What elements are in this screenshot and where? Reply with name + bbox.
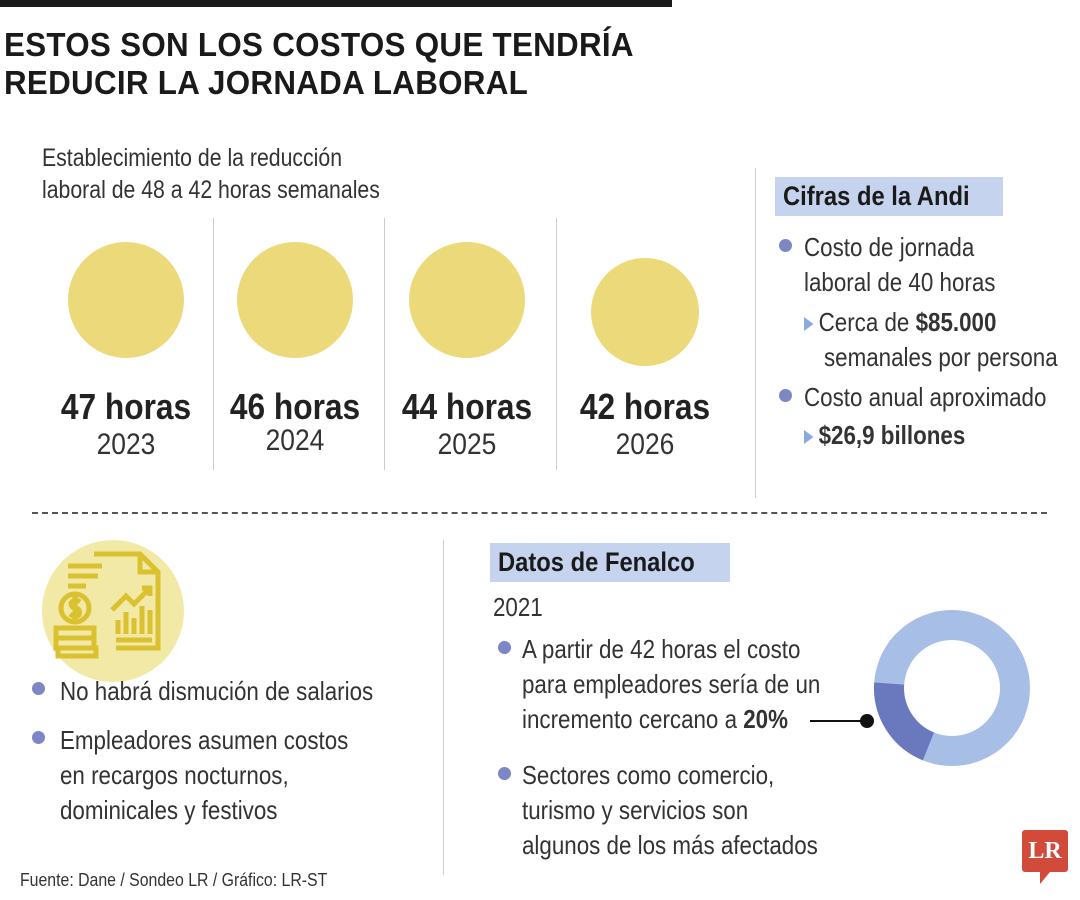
value: $85.000 <box>915 307 997 337</box>
donut-chart <box>874 610 1030 766</box>
page-title: ESTOS SON LOS COSTOS QUE TENDRÍA REDUCIR… <box>4 26 634 102</box>
title-line-2: REDUCIR LA JORNADA LABORAL <box>4 64 529 101</box>
fenalco-item-1: A partir de 42 horas el costo para emple… <box>522 632 869 737</box>
andi-item-1: Costo de jornada laboral de 40 horas <box>804 230 1027 300</box>
circle-marker <box>409 242 525 358</box>
fenalco-year: 2021 <box>493 590 551 625</box>
value: 20% <box>743 704 788 734</box>
divider <box>213 218 214 470</box>
andi-item-1-detail: Cerca de $85.000 semanales por persona <box>804 305 1080 375</box>
year-label: 2024 <box>265 424 325 457</box>
timeline-item-2026: 42 horas 2026 <box>560 220 730 462</box>
callout-line <box>810 720 868 722</box>
finance-document-icon <box>42 540 184 682</box>
value: $26,9 billones <box>818 420 966 450</box>
bullet-icon <box>779 239 792 252</box>
fenalco-heading-text: Datos de Fenalco <box>498 547 695 577</box>
text-line: laboral de 40 horas <box>804 267 996 297</box>
arrow-icon <box>804 317 814 332</box>
andi-item-2-detail: $26,9 billones <box>804 418 992 453</box>
circle-marker <box>68 242 184 358</box>
text-line: dominicales y festivos <box>60 795 278 825</box>
text-line: para empleadores sería de un <box>522 669 821 699</box>
text-line: Sectores como comercio, <box>522 760 775 790</box>
text-line: turismo y servicios son <box>522 795 749 825</box>
year-label: 2025 <box>437 428 497 461</box>
section-divider <box>32 512 1047 514</box>
bullet-icon <box>498 767 511 780</box>
top-rule <box>0 0 672 7</box>
text-line: semanales por persona <box>824 342 1058 372</box>
text-line: 2021 <box>493 592 543 622</box>
divider <box>755 168 756 498</box>
logo-text: LR <box>1028 838 1062 864</box>
bullet-icon <box>32 731 45 744</box>
hours-value: 46 horas <box>229 386 361 427</box>
bullet-icon <box>32 682 45 695</box>
hours-value: 47 horas <box>60 386 192 427</box>
text: Cerca de <box>818 307 916 337</box>
andi-item-2: Costo anual aproximado <box>804 380 1080 415</box>
circle-marker <box>237 242 353 358</box>
callout-dot <box>860 714 874 728</box>
title-line-1: ESTOS SON LOS COSTOS QUE TENDRÍA <box>4 26 634 63</box>
bullet-icon <box>779 389 792 402</box>
text-line: algunos de los más afectados <box>522 830 818 860</box>
donut-segment-highlight <box>874 610 1030 766</box>
arrow-icon <box>804 430 814 445</box>
fenalco-item-2: Sectores como comercio, turismo y servic… <box>522 758 866 863</box>
subtitle-line-2: laboral de 48 a 42 horas semanales <box>42 176 380 204</box>
hours-value: 42 horas <box>579 386 711 427</box>
subtitle: Establecimiento de la reducción laboral … <box>42 142 380 206</box>
subtitle-line-1: Establecimiento de la reducción <box>42 144 343 172</box>
text: incremento cercano a <box>522 704 744 734</box>
text-line: Costo anual aproximado <box>804 382 1047 412</box>
text-line: A partir de 42 horas el costo <box>522 634 801 664</box>
divider <box>384 218 385 470</box>
text-line: No habrá dismución de salarios <box>60 676 374 706</box>
lr-logo: LR <box>1022 830 1068 884</box>
andi-heading-text: Cifras de la Andi <box>783 181 970 211</box>
timeline-item-2025: 44 horas 2025 <box>382 220 552 462</box>
timeline-item-2023: 47 horas 2023 <box>41 220 211 462</box>
andi-heading: Cifras de la Andi <box>775 177 1004 216</box>
divider <box>556 218 557 470</box>
text-line: Empleadores asumen costos <box>60 725 349 755</box>
year-label: 2026 <box>615 428 675 461</box>
left-item-1: No habrá dismución de salarios <box>60 674 424 709</box>
source-note: Fuente: Dane / Sondeo LR / Gráfico: LR-S… <box>20 870 328 890</box>
divider <box>443 540 444 875</box>
bullet-icon <box>498 641 511 654</box>
fenalco-heading: Datos de Fenalco <box>490 543 730 582</box>
hours-value: 44 horas <box>401 386 533 427</box>
left-item-2: Empleadores asumen costos en recargos no… <box>60 723 395 828</box>
text-line: en recargos nocturnos, <box>60 760 289 790</box>
timeline-item-2024: 46 horas 2024 <box>210 220 380 458</box>
year-label: 2023 <box>96 428 156 461</box>
circle-marker <box>591 258 699 366</box>
text-line: Costo de jornada <box>804 232 975 262</box>
